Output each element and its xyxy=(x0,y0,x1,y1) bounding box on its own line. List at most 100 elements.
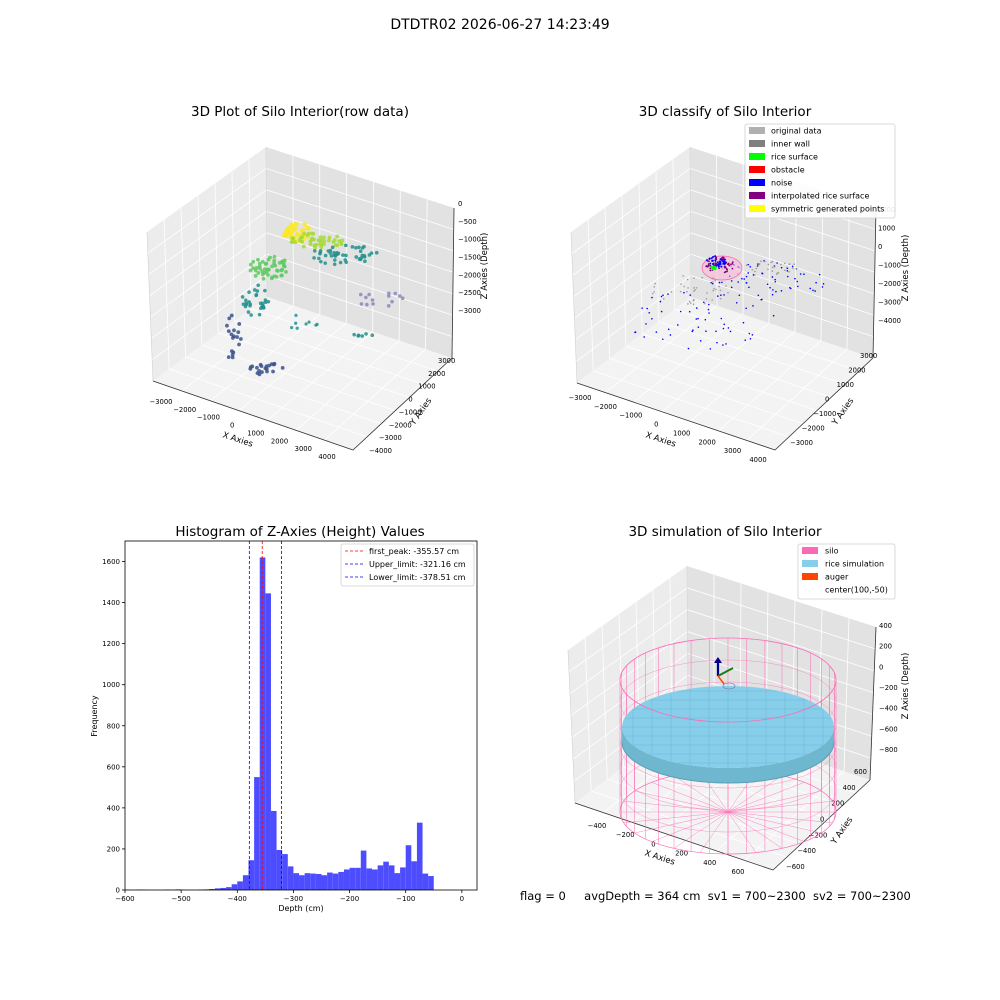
panel1-gridline xyxy=(238,322,347,411)
panel4-y-tick: 600 xyxy=(854,768,867,776)
panel2-point xyxy=(692,299,695,302)
panel2-point xyxy=(722,260,725,263)
panel1-z-tick: −1500 xyxy=(458,254,481,262)
panel4-legend-label: center(100,-50) xyxy=(825,586,888,595)
panel1-point xyxy=(319,238,324,243)
panel2-point xyxy=(770,261,772,264)
panel1-point xyxy=(360,334,365,338)
histogram-y-tick-label: 0 xyxy=(116,887,120,895)
panel2-point xyxy=(716,261,719,264)
panel2-point xyxy=(643,336,645,338)
panel2-point xyxy=(726,270,728,273)
histogram-y-tick-label: 600 xyxy=(107,763,120,771)
panel2-point xyxy=(687,347,690,350)
panel2-floor xyxy=(577,297,873,450)
histogram-bar xyxy=(411,861,417,890)
panel1-z-tick: −500 xyxy=(458,218,477,226)
panel1-y-tick: −1000 xyxy=(399,408,422,416)
panel1-point xyxy=(316,238,321,243)
panel4-legend-label: rice simulation xyxy=(825,560,884,569)
panel2-point xyxy=(821,286,824,288)
panel4-back-left-wall xyxy=(568,566,688,803)
panel4-gridline xyxy=(584,637,592,792)
panel4-silo-floor-spoke xyxy=(727,811,822,834)
panel2-point xyxy=(728,264,731,267)
panel4-silo-floor-spoke xyxy=(699,811,729,853)
panel1-x-tick: 2000 xyxy=(271,437,288,445)
histogram-y-axis-label: Frequency xyxy=(90,695,99,737)
panel2-point xyxy=(634,331,636,334)
panel1-gridline xyxy=(425,199,428,350)
histogram-x-tick-label: −100 xyxy=(396,895,415,903)
panel2-point xyxy=(686,290,688,293)
panel1-x-tick: 1000 xyxy=(247,429,264,437)
panel2-legend: original data inner wall rice surface obsta… xyxy=(744,123,896,219)
panel1-point xyxy=(290,236,295,241)
panel1-gridline xyxy=(218,332,410,398)
panel1-gridline xyxy=(267,331,373,421)
panel1-point xyxy=(364,295,368,300)
panel1-y-tick: 1000 xyxy=(418,383,435,391)
panel1-gridline xyxy=(214,183,219,334)
panel4-y-tick: −600 xyxy=(786,863,805,871)
panel2-point xyxy=(683,285,685,288)
panel2-point xyxy=(705,297,708,300)
panel2-legend-swatch xyxy=(749,153,765,160)
panel1-point xyxy=(248,262,253,267)
panel2-point xyxy=(763,260,766,263)
panel4-gridline xyxy=(744,770,845,861)
panel1-point xyxy=(284,269,288,274)
panel1-point xyxy=(344,253,348,258)
panel2-point xyxy=(669,334,672,336)
panel2-point xyxy=(729,263,732,266)
panel1-z-tick: −2000 xyxy=(458,271,481,279)
panel2-point xyxy=(748,332,751,335)
panel2-z-tick: −3000 xyxy=(878,299,901,307)
panel1-point xyxy=(398,294,402,298)
panel2-pane-edge xyxy=(689,146,692,298)
panel1-point xyxy=(390,299,394,304)
histogram-bar xyxy=(400,867,406,890)
panel1-point xyxy=(367,292,371,297)
panel1-point xyxy=(226,329,231,334)
panel1-point xyxy=(286,225,292,231)
panel1-x-tick: −3000 xyxy=(150,398,173,406)
histogram-frame xyxy=(124,540,478,891)
panel1-point xyxy=(359,302,364,306)
panel1-point xyxy=(263,288,267,293)
panel4-x-tick: 0 xyxy=(651,840,655,848)
panel2-y-axis-line xyxy=(774,357,874,451)
histogram-bar xyxy=(327,872,333,890)
panel1-point xyxy=(370,333,375,337)
panel2-point xyxy=(745,264,748,266)
panel1-point xyxy=(254,293,259,297)
histogram-bar xyxy=(372,869,378,890)
panel1-point xyxy=(265,267,270,272)
panel1-point xyxy=(304,322,308,326)
panel1-x-tick: −1000 xyxy=(197,414,220,422)
panel1-point xyxy=(329,254,334,258)
panel4-x-axis-label: X Axies xyxy=(643,848,676,867)
panel2-point xyxy=(711,299,713,301)
panel1-point xyxy=(364,332,368,336)
panel2-point xyxy=(774,280,777,283)
panel1-point xyxy=(317,256,321,261)
panel2-point xyxy=(793,263,796,266)
panel1-point xyxy=(274,275,279,279)
panel1-point xyxy=(258,362,263,367)
panel2-point xyxy=(755,267,758,270)
panel2-point xyxy=(731,261,734,264)
panel1-point xyxy=(248,268,253,273)
panel2-point xyxy=(769,286,771,289)
panel1-title: 3D Plot of Silo Interior(row data) xyxy=(191,104,409,120)
panel1-point xyxy=(272,254,277,259)
panel2-point xyxy=(758,263,760,266)
panel2-point xyxy=(725,285,727,287)
histogram-bar xyxy=(377,865,384,890)
panel4-gridline xyxy=(716,762,819,852)
panel2-point xyxy=(688,310,691,313)
panel2-point xyxy=(717,265,720,268)
panel2-point xyxy=(723,271,726,274)
panel1-point xyxy=(314,242,319,247)
panel2-legend-swatch xyxy=(749,166,765,173)
